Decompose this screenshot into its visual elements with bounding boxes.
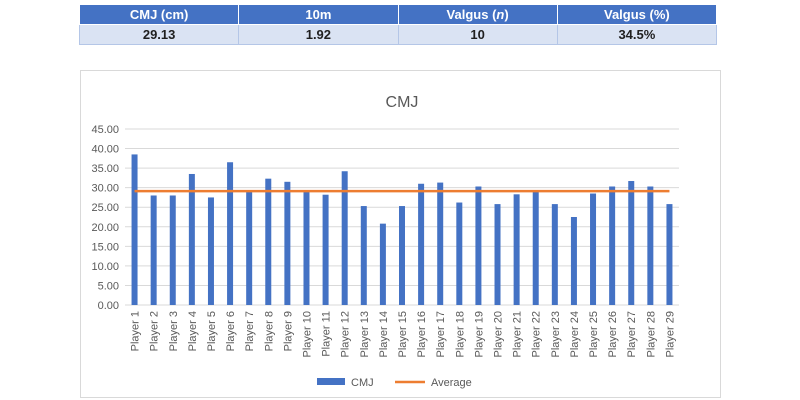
bar-player-2: [150, 195, 157, 305]
x-tick-label: Player 28: [645, 311, 657, 357]
x-tick-label: Player 23: [550, 311, 562, 357]
bar-player-26: [609, 186, 616, 305]
x-tick-label: Player 19: [473, 311, 485, 357]
bar-player-20: [494, 204, 501, 305]
y-tick-label: 20.00: [91, 222, 119, 234]
bar-player-27: [628, 181, 635, 305]
bar-player-7: [246, 191, 253, 305]
bar-player-15: [399, 206, 405, 305]
bar-player-17: [437, 182, 444, 305]
legend-swatch-cmj: [317, 378, 345, 385]
bar-player-16: [418, 183, 425, 305]
bar-player-11: [322, 194, 329, 305]
x-tick-label: Player 17: [435, 311, 447, 357]
header-valgus-n: Valgus (n): [397, 4, 558, 25]
x-tick-label: Player 26: [607, 311, 619, 357]
bar-player-25: [590, 193, 597, 305]
y-tick-label: 30.00: [91, 183, 119, 195]
x-tick-label: Player 6: [225, 311, 237, 351]
bar-player-1: [131, 154, 138, 305]
x-tick-label: Player 12: [340, 311, 352, 357]
bar-player-28: [647, 186, 654, 305]
y-tick-label: 15.00: [91, 241, 119, 253]
x-tick-label: Player 2: [149, 311, 161, 351]
x-tick-label: Player 5: [206, 311, 218, 351]
summary-value-row: 29.13 1.92 10 34.5%: [78, 24, 718, 45]
summary-table: CMJ (cm) 10m Valgus (n) Valgus (%) 29.13…: [78, 4, 718, 45]
y-tick-label: 10.00: [91, 261, 119, 273]
value-valgus-n: 10: [397, 24, 558, 45]
bar-player-18: [456, 202, 463, 305]
header-10m: 10m: [238, 4, 399, 25]
bar-player-3: [169, 195, 176, 305]
bar-player-21: [513, 194, 520, 305]
x-tick-label: Player 24: [569, 311, 581, 357]
x-tick-label: Player 9: [282, 311, 294, 351]
bar-player-10: [303, 191, 310, 305]
x-tick-label: Player 16: [416, 311, 428, 357]
x-tick-label: Player 29: [664, 311, 676, 357]
value-10m: 1.92: [238, 24, 399, 45]
x-tick-label: Player 3: [168, 311, 180, 351]
bar-player-5: [207, 197, 214, 305]
header-cmj: CMJ (cm): [78, 4, 240, 25]
bar-player-6: [227, 162, 234, 305]
cmj-chart: CMJ 0.00 5.00 10.00 15.00 20.00 25.00 30.00 35.0…: [91, 94, 679, 389]
x-tick-label: Player 21: [512, 311, 524, 357]
legend-label-average: Average: [431, 377, 472, 389]
bar-player-14: [379, 223, 386, 305]
bar-player-22: [532, 191, 539, 305]
x-tick-label: Player 22: [531, 311, 543, 357]
x-tick-label: Player 10: [301, 311, 313, 357]
summary-header-row: CMJ (cm) 10m Valgus (n) Valgus (%): [78, 4, 718, 25]
bar-player-9: [284, 181, 291, 305]
bar-player-4: [188, 173, 195, 305]
x-tick-label: Player 20: [493, 311, 505, 357]
x-tick-label: Player 8: [263, 311, 275, 351]
x-tick-label: Player 13: [359, 311, 371, 357]
y-tick-label: 25.00: [91, 202, 119, 214]
y-tick-label: 45.00: [91, 124, 119, 136]
legend-label-cmj: CMJ: [351, 377, 374, 389]
bar-player-29: [666, 204, 673, 305]
x-tick-label: Player 27: [626, 311, 638, 357]
bar-player-12: [341, 171, 348, 305]
x-tick-label: Player 25: [588, 311, 600, 357]
bar-player-13: [360, 206, 367, 305]
header-valgus-pct: Valgus (%): [556, 4, 718, 25]
chart-container: CMJ 0.00 5.00 10.00 15.00 20.00 25.00 30.00 35.0…: [80, 70, 721, 398]
y-tick-label: 0.00: [98, 300, 119, 312]
x-tick-label: Player 1: [130, 311, 142, 351]
value-valgus-pct: 34.5%: [556, 24, 718, 45]
bar-player-23: [551, 204, 558, 305]
x-tick-label: Player 11: [321, 311, 333, 357]
bar-player-24: [570, 217, 577, 305]
value-cmj: 29.13: [78, 24, 240, 45]
y-tick-label: 35.00: [91, 163, 119, 175]
bar-player-19: [475, 186, 482, 305]
x-tick-label: Player 18: [454, 311, 466, 357]
y-tick-label: 5.00: [98, 280, 119, 292]
x-tick-label: Player 14: [378, 311, 390, 357]
chart-title: CMJ: [386, 94, 419, 111]
x-tick-label: Player 7: [244, 311, 256, 351]
x-tick-label: Player 15: [397, 311, 409, 357]
y-tick-label: 40.00: [91, 144, 119, 156]
bar-player-8: [265, 178, 272, 305]
x-tick-label: Player 4: [187, 311, 199, 351]
